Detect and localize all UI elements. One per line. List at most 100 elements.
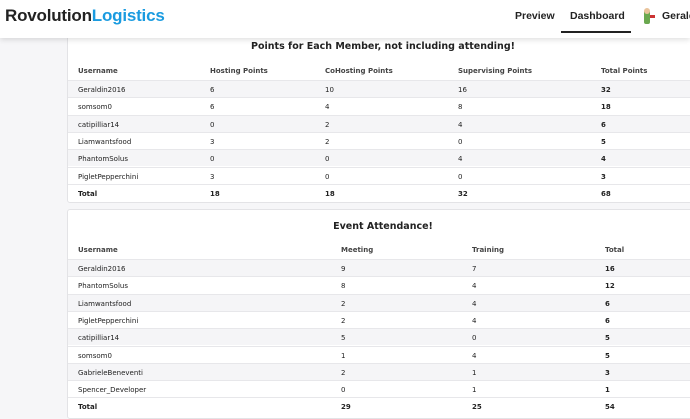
column-header: Meeting — [341, 246, 374, 254]
table-row: GabrieleBeneventi 2 1 3 — [68, 362, 690, 381]
table-row: Geraldin2016 6 10 16 32 — [68, 80, 690, 98]
brand[interactable]: RovolutionLogistics — [5, 6, 165, 26]
table-cell: 3 — [605, 368, 610, 377]
table-cell: Geraldin2016 — [78, 265, 126, 273]
table-cell: 6 — [210, 86, 215, 94]
table-cell: 1 — [341, 351, 346, 360]
table-cell: 0 — [458, 172, 463, 181]
table-cell: 0 — [210, 155, 215, 164]
column-header: Total Points — [601, 67, 648, 75]
table-cell: 10 — [325, 86, 334, 94]
column-header: Username — [78, 67, 118, 75]
attendance-card: Event Attendance! Username Meeting Training… — [67, 209, 690, 419]
table-cell: 16 — [605, 265, 615, 273]
total-cell: 68 — [601, 189, 611, 198]
avatar[interactable] — [641, 6, 657, 26]
table-cell: PhantomSolus — [78, 155, 128, 164]
total-cell: 25 — [472, 403, 482, 412]
table-cell: 2 — [325, 120, 330, 129]
table-cell: 4 — [601, 155, 606, 164]
table-row: somsom0 1 4 5 — [68, 345, 690, 363]
table-cell: 6 — [601, 120, 606, 129]
nav-link[interactable]: Preview — [515, 10, 555, 22]
table-row: Spencer_Developer 0 1 1 — [68, 380, 690, 397]
points-card: Points for Each Member, not including at… — [67, 30, 690, 203]
table-cell: 9 — [341, 265, 346, 273]
table-cell: 1 — [605, 386, 610, 395]
table-cell: 4 — [472, 299, 477, 308]
table-cell: GabrieleBeneventi — [78, 368, 143, 377]
table-row: catipilliar14 0 2 4 6 — [68, 114, 690, 132]
table-cell: catipilliar14 — [78, 334, 120, 343]
column-header: Training — [472, 246, 504, 254]
table-row: Liamwantsfood 2 4 6 — [68, 293, 690, 311]
table-cell: 6 — [605, 299, 610, 308]
table-cell: 6 — [210, 103, 215, 112]
table-cell: somsom0 — [78, 351, 112, 360]
table-cell: 4 — [458, 155, 463, 164]
brand-main: Rovolution — [5, 6, 92, 25]
total-cell: 32 — [458, 189, 468, 198]
table-cell: PhantomSolus — [78, 282, 128, 291]
table-cell: 8 — [458, 103, 463, 112]
table-row: Liamwantsfood 3 2 0 5 — [68, 131, 690, 149]
table-cell: 2 — [341, 299, 346, 308]
total-cell: 54 — [605, 403, 615, 412]
header-row: Username Meeting Training Total — [68, 241, 690, 259]
table-cell: Liamwantsfood — [78, 299, 132, 308]
table-cell: 2 — [341, 316, 346, 325]
table-cell: 4 — [472, 316, 477, 325]
table-cell: 18 — [601, 103, 611, 112]
column-header: CoHosting Points — [325, 67, 393, 75]
table-cell: 7 — [472, 265, 477, 273]
table-cell: 1 — [472, 368, 477, 377]
table-cell: somsom0 — [78, 103, 112, 112]
table-cell: 12 — [605, 282, 615, 291]
column-header: Supervising Points — [458, 67, 533, 75]
active-indicator — [561, 31, 631, 33]
table-cell: 0 — [458, 137, 463, 146]
table-cell: Geraldin2016 — [78, 86, 126, 94]
table-cell: 16 — [458, 86, 467, 94]
brand-accent: Logistics — [91, 6, 165, 25]
nav-link[interactable]: Dashboard — [570, 10, 625, 22]
table-row: somsom0 6 4 8 18 — [68, 97, 690, 114]
table-cell: 2 — [325, 137, 330, 146]
table-cell: 4 — [325, 103, 330, 112]
table-row: PhantomSolus 8 4 12 — [68, 276, 690, 293]
table-cell: 1 — [472, 386, 477, 395]
table-cell: Liamwantsfood — [78, 137, 132, 146]
table-cell: 0 — [325, 155, 330, 164]
table-cell: PigletPepperchini — [78, 316, 139, 325]
table-cell: 4 — [458, 120, 463, 129]
table-cell: 0 — [472, 334, 477, 343]
table-cell: 3 — [210, 172, 215, 181]
table-row: catipilliar14 5 0 5 — [68, 328, 690, 346]
total-row: Total 29 25 54 — [68, 397, 690, 414]
table-cell: 0 — [341, 386, 346, 395]
table-cell: 5 — [341, 334, 346, 343]
column-header: Hosting Points — [210, 67, 268, 75]
user-name[interactable]: Geraldin2016 — [662, 10, 690, 22]
table-cell: 4 — [472, 351, 477, 360]
navbar: RovolutionLogistics Preview Dashboard Ge… — [0, 0, 690, 38]
table-cell: 6 — [605, 316, 610, 325]
table-cell: 0 — [325, 172, 330, 181]
table-cell: 4 — [472, 282, 477, 291]
table-title: Points for Each Member, not including at… — [251, 41, 515, 52]
table-cell: 3 — [210, 137, 215, 146]
column-header: Username — [78, 246, 118, 254]
column-header: Total — [605, 246, 625, 254]
table-row: PhantomSolus 0 0 4 4 — [68, 149, 690, 167]
total-cell: Total — [78, 189, 98, 198]
table-cell: 5 — [605, 334, 610, 343]
table-cell: 0 — [210, 120, 215, 129]
table-row: PigletPepperchini 3 0 0 3 — [68, 166, 690, 184]
table-cell: 5 — [605, 351, 610, 360]
total-row: Total 18 18 32 68 — [68, 183, 690, 201]
total-cell: Total — [78, 403, 98, 412]
table-cell: 3 — [601, 172, 606, 181]
total-cell: 18 — [210, 189, 220, 198]
table-cell: 5 — [601, 137, 606, 146]
